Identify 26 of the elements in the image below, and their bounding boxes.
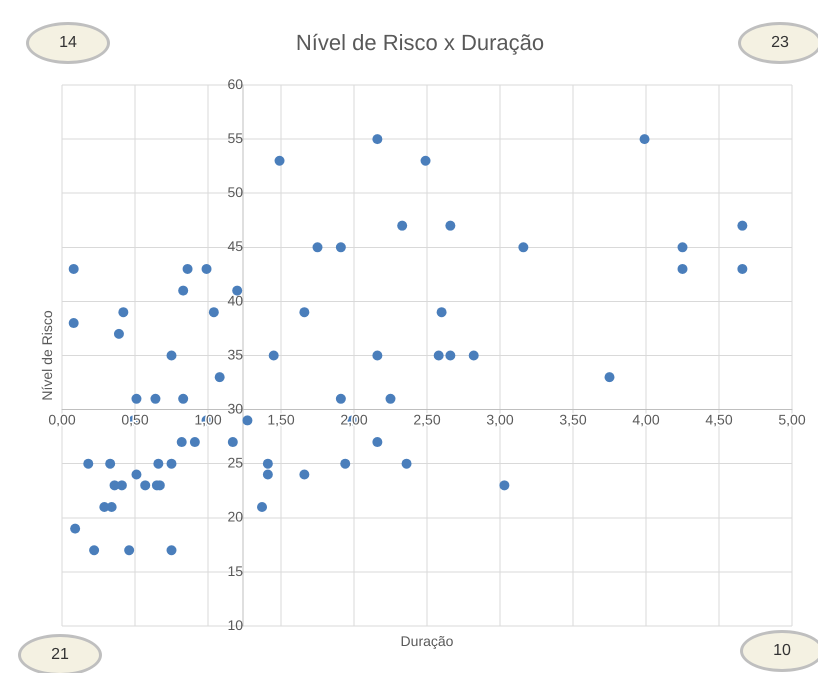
y-tick-label: 50 [227, 184, 244, 200]
y-tick-label: 45 [227, 238, 244, 254]
y-tick-label: 10 [227, 616, 244, 633]
y-tick-label: 30 [227, 400, 244, 416]
y-tick-label: 20 [227, 508, 244, 525]
y-tick-label: 55 [227, 130, 244, 146]
y-axis-title: Nível de Risco [38, 310, 55, 401]
text: 21 [18, 634, 102, 673]
y-tick-label: 15 [227, 562, 244, 579]
y-tick-label: 40 [227, 292, 244, 308]
y-tick-label: 25 [227, 454, 244, 471]
x-axis-title: Duração [400, 632, 454, 649]
x-tick-label: 3,50 [559, 411, 587, 428]
y-tick-label: 60 [227, 76, 244, 92]
y-tick-label: 35 [227, 346, 244, 362]
x-tick-label: 3,00 [486, 411, 514, 428]
x-tick-label: 0,00 [48, 411, 76, 428]
x-tick-label: 4,00 [632, 411, 660, 428]
x-tick-label: 5,00 [778, 411, 806, 428]
text: 23 [738, 22, 818, 64]
text: 14 [26, 22, 110, 64]
x-tick-label: 4,50 [705, 411, 733, 428]
x-tick-label: 1,50 [267, 411, 295, 428]
chart-title: Nível de Risco x Duração [296, 30, 544, 56]
x-tick-label: 2,50 [413, 411, 441, 428]
text: 10 [740, 630, 818, 672]
